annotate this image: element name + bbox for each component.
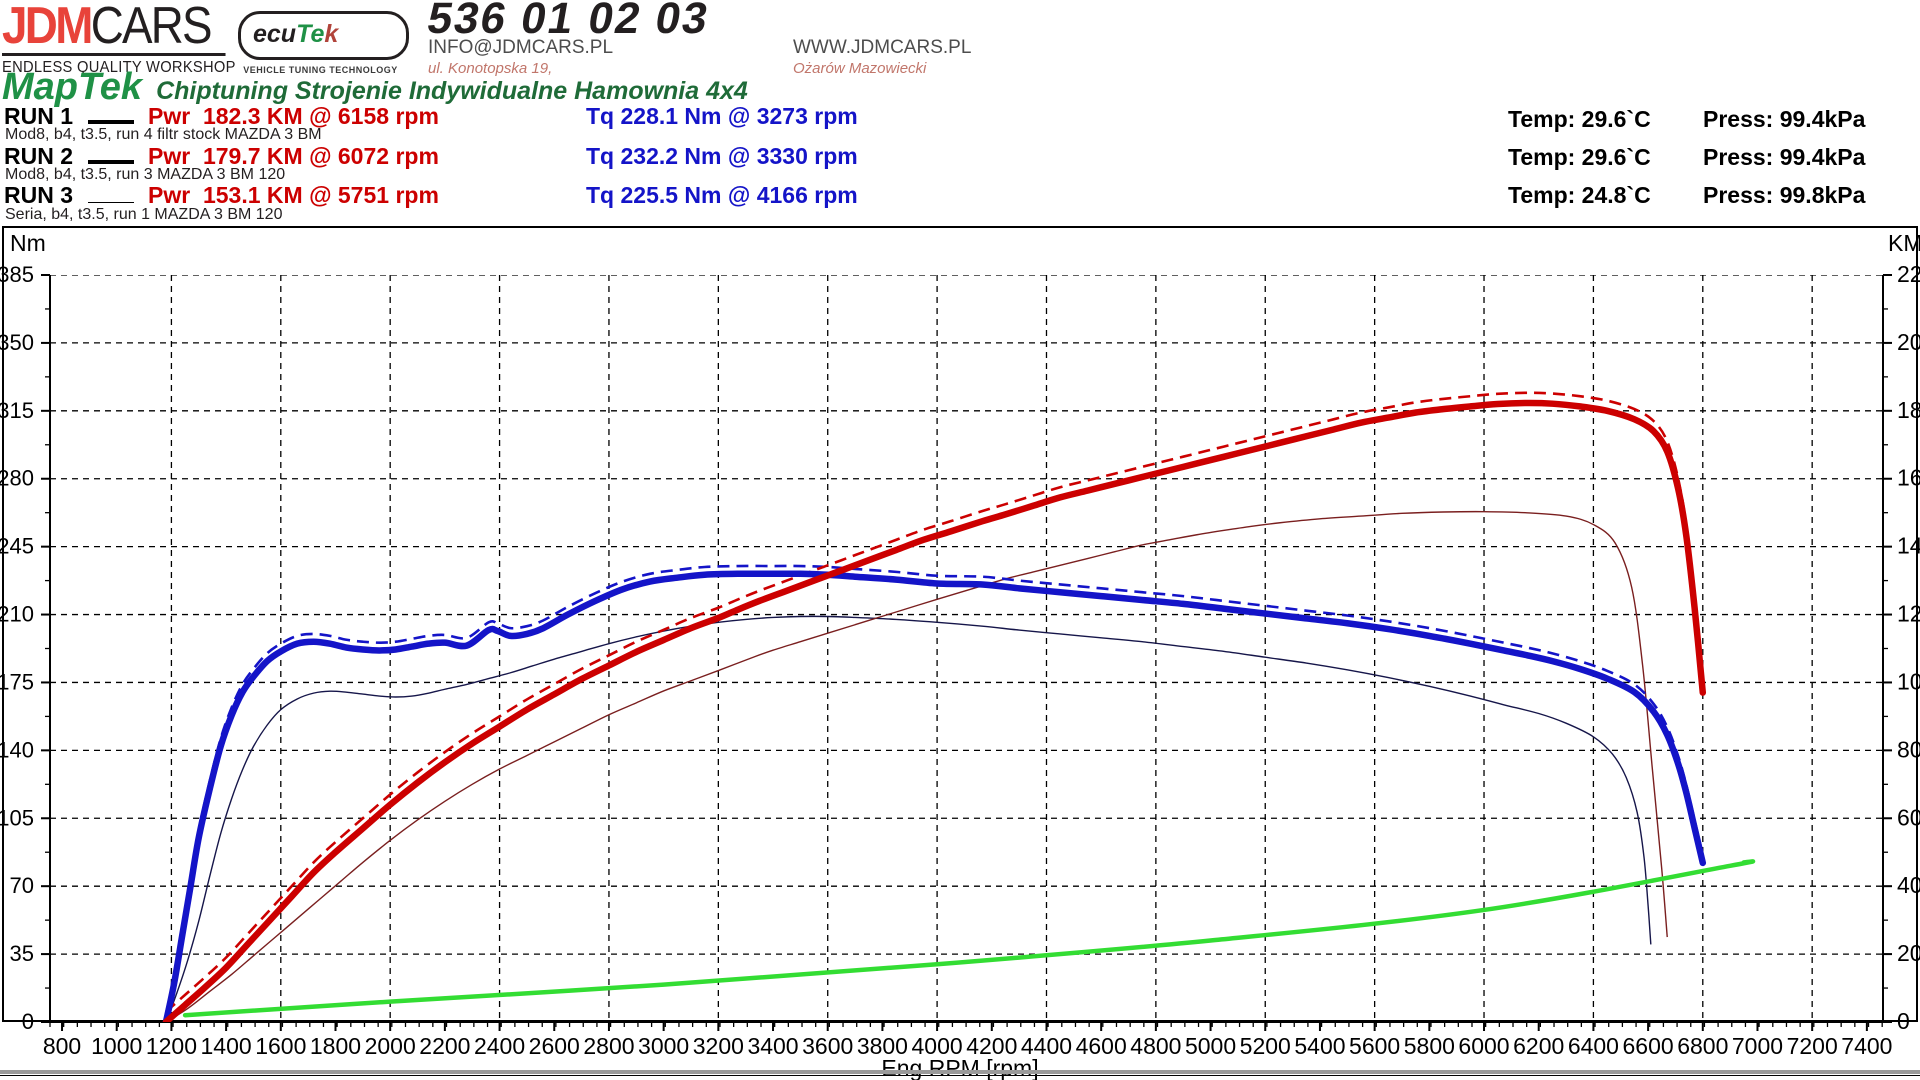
svg-text:5600: 5600 bbox=[1349, 1033, 1400, 1059]
svg-text:140: 140 bbox=[0, 737, 34, 762]
svg-text:7000: 7000 bbox=[1732, 1033, 1783, 1059]
svg-text:6600: 6600 bbox=[1623, 1033, 1674, 1059]
svg-text:6400: 6400 bbox=[1568, 1033, 1619, 1059]
svg-text:350: 350 bbox=[0, 330, 34, 355]
svg-text:0: 0 bbox=[1897, 1008, 1910, 1034]
svg-text:35: 35 bbox=[10, 941, 34, 966]
svg-text:800: 800 bbox=[43, 1033, 81, 1059]
svg-text:3000: 3000 bbox=[638, 1033, 689, 1059]
svg-text:280: 280 bbox=[0, 466, 34, 491]
svg-text:1600: 1600 bbox=[255, 1033, 306, 1059]
svg-text:5000: 5000 bbox=[1185, 1033, 1236, 1059]
svg-text:6200: 6200 bbox=[1513, 1033, 1564, 1059]
svg-text:4400: 4400 bbox=[1021, 1033, 1072, 1059]
svg-text:2000: 2000 bbox=[365, 1033, 416, 1059]
svg-text:3800: 3800 bbox=[857, 1033, 908, 1059]
svg-text:2200: 2200 bbox=[419, 1033, 470, 1059]
svg-text:1200: 1200 bbox=[146, 1033, 197, 1059]
svg-text:140: 140 bbox=[1897, 533, 1920, 559]
svg-text:3200: 3200 bbox=[693, 1033, 744, 1059]
svg-text:70: 70 bbox=[10, 873, 34, 898]
svg-text:180: 180 bbox=[1897, 397, 1920, 423]
svg-text:1400: 1400 bbox=[201, 1033, 252, 1059]
svg-text:5200: 5200 bbox=[1240, 1033, 1291, 1059]
svg-text:105: 105 bbox=[0, 805, 34, 830]
svg-text:210: 210 bbox=[0, 602, 34, 627]
svg-text:100: 100 bbox=[1897, 668, 1920, 694]
svg-text:7400: 7400 bbox=[1841, 1033, 1892, 1059]
svg-text:4200: 4200 bbox=[966, 1033, 1017, 1059]
svg-text:5400: 5400 bbox=[1294, 1033, 1345, 1059]
svg-text:245: 245 bbox=[0, 534, 34, 559]
svg-text:2600: 2600 bbox=[529, 1033, 580, 1059]
svg-text:1800: 1800 bbox=[310, 1033, 361, 1059]
svg-text:6000: 6000 bbox=[1458, 1033, 1509, 1059]
svg-text:120: 120 bbox=[1897, 601, 1920, 627]
svg-text:1000: 1000 bbox=[91, 1033, 142, 1059]
svg-text:4000: 4000 bbox=[912, 1033, 963, 1059]
svg-text:7200: 7200 bbox=[1787, 1033, 1838, 1059]
svg-text:80: 80 bbox=[1897, 736, 1920, 762]
svg-text:4800: 4800 bbox=[1130, 1033, 1181, 1059]
svg-text:3400: 3400 bbox=[747, 1033, 798, 1059]
svg-text:385: 385 bbox=[0, 262, 34, 287]
svg-text:2800: 2800 bbox=[583, 1033, 634, 1059]
svg-text:20: 20 bbox=[1897, 940, 1920, 966]
svg-text:0: 0 bbox=[22, 1009, 34, 1034]
svg-text:6800: 6800 bbox=[1677, 1033, 1728, 1059]
svg-text:315: 315 bbox=[0, 398, 34, 423]
svg-text:175: 175 bbox=[0, 669, 34, 694]
svg-text:160: 160 bbox=[1897, 465, 1920, 491]
svg-text:200: 200 bbox=[1897, 329, 1920, 355]
svg-text:2400: 2400 bbox=[474, 1033, 525, 1059]
svg-text:4600: 4600 bbox=[1076, 1033, 1127, 1059]
svg-text:40: 40 bbox=[1897, 872, 1920, 898]
svg-text:5800: 5800 bbox=[1404, 1033, 1455, 1059]
svg-text:60: 60 bbox=[1897, 804, 1920, 830]
svg-text:220: 220 bbox=[1897, 261, 1920, 287]
svg-text:3600: 3600 bbox=[802, 1033, 853, 1059]
